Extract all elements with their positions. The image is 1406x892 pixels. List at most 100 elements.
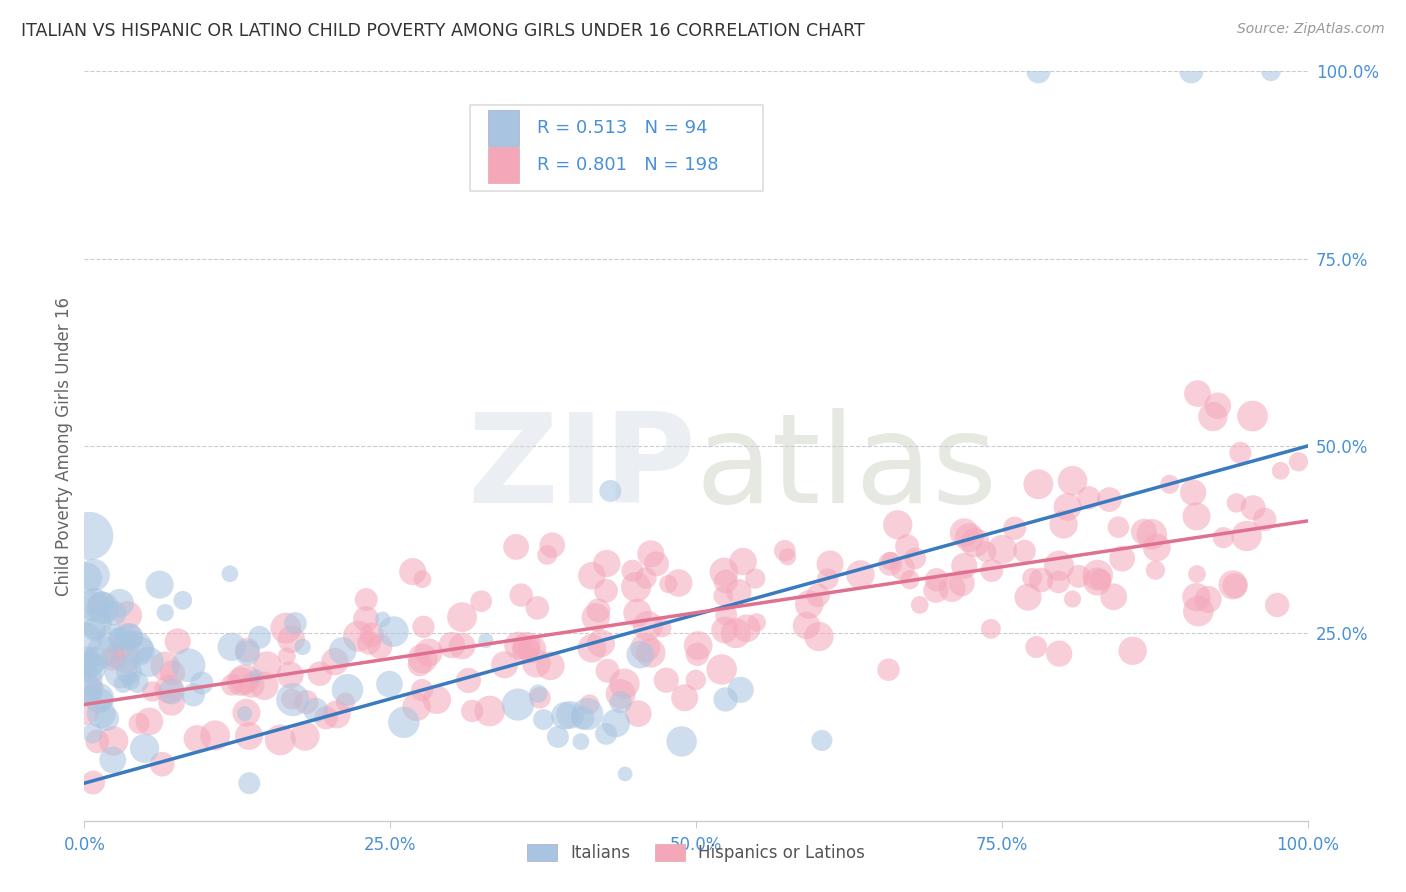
Point bbox=[274, 621, 297, 635]
Point bbox=[82, 687, 104, 701]
Point bbox=[418, 645, 440, 659]
Point bbox=[1185, 509, 1208, 524]
Point bbox=[711, 589, 734, 603]
Point bbox=[221, 640, 243, 654]
Point bbox=[1159, 477, 1181, 491]
Point bbox=[974, 544, 997, 558]
Point bbox=[716, 607, 738, 622]
Point bbox=[325, 707, 347, 722]
Point bbox=[368, 639, 391, 653]
Point bbox=[879, 554, 901, 568]
Point bbox=[120, 630, 142, 644]
Point bbox=[108, 596, 131, 610]
Point bbox=[657, 577, 679, 591]
Point bbox=[526, 601, 548, 615]
Point bbox=[925, 573, 948, 587]
Point bbox=[731, 555, 754, 569]
Point bbox=[1222, 578, 1244, 592]
Point bbox=[1225, 496, 1247, 510]
Text: atlas: atlas bbox=[696, 408, 998, 529]
Point bbox=[547, 730, 569, 744]
Point bbox=[1206, 399, 1229, 413]
Point bbox=[84, 652, 107, 666]
Point bbox=[315, 711, 337, 725]
Point bbox=[82, 775, 104, 789]
Point bbox=[1265, 598, 1288, 612]
Point bbox=[1146, 541, 1168, 555]
Point bbox=[90, 706, 112, 721]
Point bbox=[1028, 477, 1050, 491]
Point bbox=[117, 608, 139, 623]
Point bbox=[1212, 531, 1234, 545]
Point bbox=[991, 542, 1014, 557]
Point bbox=[411, 572, 433, 586]
Point bbox=[1102, 590, 1125, 604]
Point bbox=[1197, 592, 1219, 607]
Point bbox=[640, 547, 662, 561]
Point bbox=[1052, 517, 1074, 532]
Point bbox=[685, 673, 707, 687]
Point bbox=[269, 732, 291, 747]
Point bbox=[637, 619, 659, 633]
Point bbox=[229, 674, 252, 689]
Point bbox=[186, 731, 208, 746]
Point bbox=[1047, 647, 1070, 661]
Point bbox=[233, 706, 256, 721]
Point bbox=[238, 776, 260, 790]
Point bbox=[76, 682, 98, 697]
Point bbox=[578, 698, 600, 712]
Point bbox=[1021, 571, 1043, 585]
Point bbox=[128, 716, 150, 731]
FancyBboxPatch shape bbox=[470, 105, 763, 191]
Point bbox=[305, 703, 328, 717]
Point bbox=[233, 673, 256, 687]
Point bbox=[138, 655, 160, 669]
Point bbox=[236, 646, 259, 660]
Point bbox=[1185, 567, 1208, 582]
Text: ITALIAN VS HISPANIC OR LATINO CHILD POVERTY AMONG GIRLS UNDER 16 CORRELATION CHA: ITALIAN VS HISPANIC OR LATINO CHILD POVE… bbox=[21, 22, 865, 40]
Point bbox=[80, 660, 103, 674]
Text: Source: ZipAtlas.com: Source: ZipAtlas.com bbox=[1237, 22, 1385, 37]
Point bbox=[1056, 500, 1078, 514]
Point bbox=[1254, 512, 1277, 526]
Point bbox=[980, 564, 1002, 578]
Point bbox=[505, 540, 527, 554]
Point bbox=[896, 539, 918, 553]
Point bbox=[1047, 574, 1070, 589]
Point bbox=[1187, 386, 1209, 401]
Point bbox=[714, 574, 737, 589]
Point bbox=[941, 582, 963, 596]
Point bbox=[879, 557, 901, 571]
Point bbox=[807, 588, 830, 602]
Point bbox=[673, 690, 696, 705]
Point bbox=[1107, 520, 1129, 534]
Point bbox=[278, 668, 301, 682]
Point bbox=[807, 630, 830, 644]
Point bbox=[585, 610, 607, 624]
Point bbox=[529, 690, 551, 705]
Point bbox=[713, 565, 735, 579]
Point bbox=[451, 610, 474, 624]
Point bbox=[457, 673, 479, 688]
Point bbox=[294, 729, 316, 743]
Point bbox=[86, 734, 108, 748]
Point bbox=[280, 692, 302, 706]
Point bbox=[953, 525, 976, 540]
Point bbox=[1260, 64, 1282, 78]
Point bbox=[75, 705, 97, 719]
Point bbox=[470, 594, 492, 608]
Point bbox=[953, 558, 976, 573]
Point bbox=[609, 695, 631, 709]
Point bbox=[506, 698, 529, 712]
Point bbox=[727, 584, 749, 599]
Point bbox=[1140, 527, 1163, 541]
Point bbox=[671, 734, 693, 748]
Point bbox=[651, 621, 673, 635]
Point bbox=[110, 640, 132, 654]
Point bbox=[204, 728, 226, 742]
Point bbox=[1270, 464, 1292, 478]
Point bbox=[614, 767, 637, 781]
Point bbox=[183, 688, 205, 702]
Point bbox=[83, 681, 105, 695]
Point bbox=[891, 561, 914, 575]
